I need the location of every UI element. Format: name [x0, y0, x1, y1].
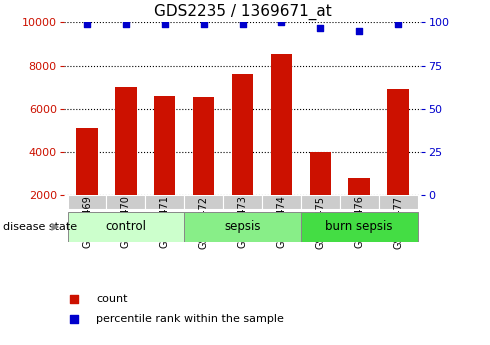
Bar	[146, 195, 184, 209]
Point	[161, 21, 169, 27]
Bar	[348, 178, 370, 195]
Text: GSM30476: GSM30476	[354, 196, 364, 248]
Text: GSM30473: GSM30473	[238, 196, 247, 248]
Bar	[76, 128, 98, 195]
Text: GSM30472: GSM30472	[198, 196, 209, 249]
Bar	[388, 89, 409, 195]
Bar	[184, 195, 223, 209]
Point	[83, 21, 91, 27]
Bar	[115, 87, 137, 195]
Text: GSM30469: GSM30469	[82, 196, 92, 248]
Point	[277, 20, 285, 25]
Bar	[301, 212, 417, 241]
Text: burn sepsis: burn sepsis	[325, 220, 393, 233]
Bar	[340, 195, 379, 209]
Bar	[232, 74, 253, 195]
Bar	[301, 195, 340, 209]
Text: count: count	[96, 294, 127, 304]
Point	[239, 21, 246, 27]
Bar	[310, 152, 331, 195]
Text: GSM30477: GSM30477	[393, 196, 403, 249]
Text: GSM30471: GSM30471	[160, 196, 170, 248]
Text: disease state: disease state	[3, 222, 77, 232]
Point	[394, 21, 402, 27]
Text: percentile rank within the sample: percentile rank within the sample	[96, 314, 284, 324]
Text: GSM30470: GSM30470	[121, 196, 131, 248]
Bar	[262, 195, 301, 209]
Bar	[68, 212, 184, 241]
Point	[355, 28, 363, 34]
Point	[122, 21, 130, 27]
Bar	[68, 195, 106, 209]
Point	[71, 296, 78, 302]
Bar	[379, 195, 417, 209]
Point	[71, 316, 78, 322]
Text: GSM30474: GSM30474	[276, 196, 287, 248]
Bar	[193, 97, 214, 195]
Point	[317, 25, 324, 30]
Bar	[271, 54, 292, 195]
Title: GDS2235 / 1369671_at: GDS2235 / 1369671_at	[154, 3, 331, 20]
Text: sepsis: sepsis	[224, 220, 261, 233]
Text: GSM30475: GSM30475	[315, 196, 325, 249]
Bar	[154, 96, 175, 195]
Point	[200, 21, 208, 27]
Text: control: control	[105, 220, 147, 233]
Bar	[184, 212, 301, 241]
Bar	[106, 195, 146, 209]
Bar	[223, 195, 262, 209]
